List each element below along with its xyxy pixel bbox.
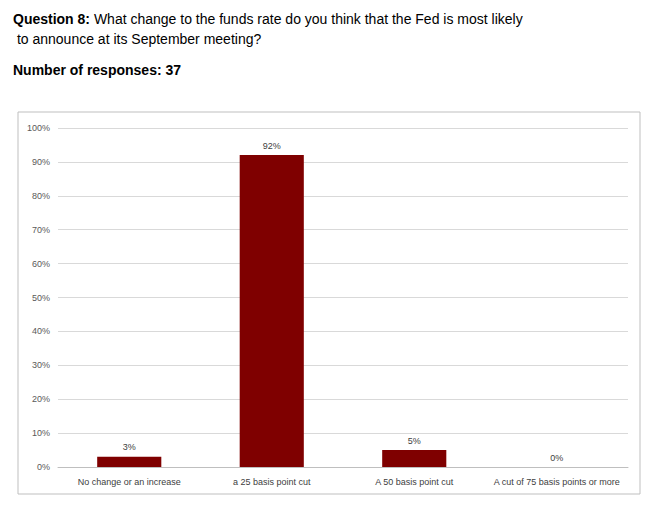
svg-text:3%: 3%	[123, 442, 136, 452]
svg-text:100%: 100%	[27, 123, 50, 133]
svg-text:A cut of 75 basis points or mo: A cut of 75 basis points or more	[494, 477, 620, 487]
svg-text:30%: 30%	[32, 360, 50, 370]
svg-text:Number of responses: 37: Number of responses: 37	[13, 62, 181, 78]
svg-text:80%: 80%	[32, 191, 50, 201]
svg-text:10%: 10%	[32, 428, 50, 438]
svg-text:to announce at its September m: to announce at its September meeting?	[13, 31, 261, 47]
svg-text:Question 8:: Question 8:	[13, 11, 90, 27]
svg-text:40%: 40%	[32, 326, 50, 336]
svg-text:90%: 90%	[32, 157, 50, 167]
svg-text:60%: 60%	[32, 259, 50, 269]
svg-text:0%: 0%	[550, 453, 563, 463]
svg-text:A 50 basis point cut: A 50 basis point cut	[375, 477, 454, 487]
svg-text:What change to the funds rate: What change to the funds rate do you thi…	[90, 11, 523, 27]
svg-text:No change or an increase: No change or an increase	[78, 477, 181, 487]
svg-text:a 25 basis point cut: a 25 basis point cut	[233, 477, 311, 487]
svg-text:20%: 20%	[32, 394, 50, 404]
svg-text:70%: 70%	[32, 225, 50, 235]
svg-text:5%: 5%	[408, 436, 421, 446]
svg-text:92%: 92%	[263, 141, 281, 151]
svg-text:0%: 0%	[37, 462, 50, 472]
svg-text:50%: 50%	[32, 293, 50, 303]
